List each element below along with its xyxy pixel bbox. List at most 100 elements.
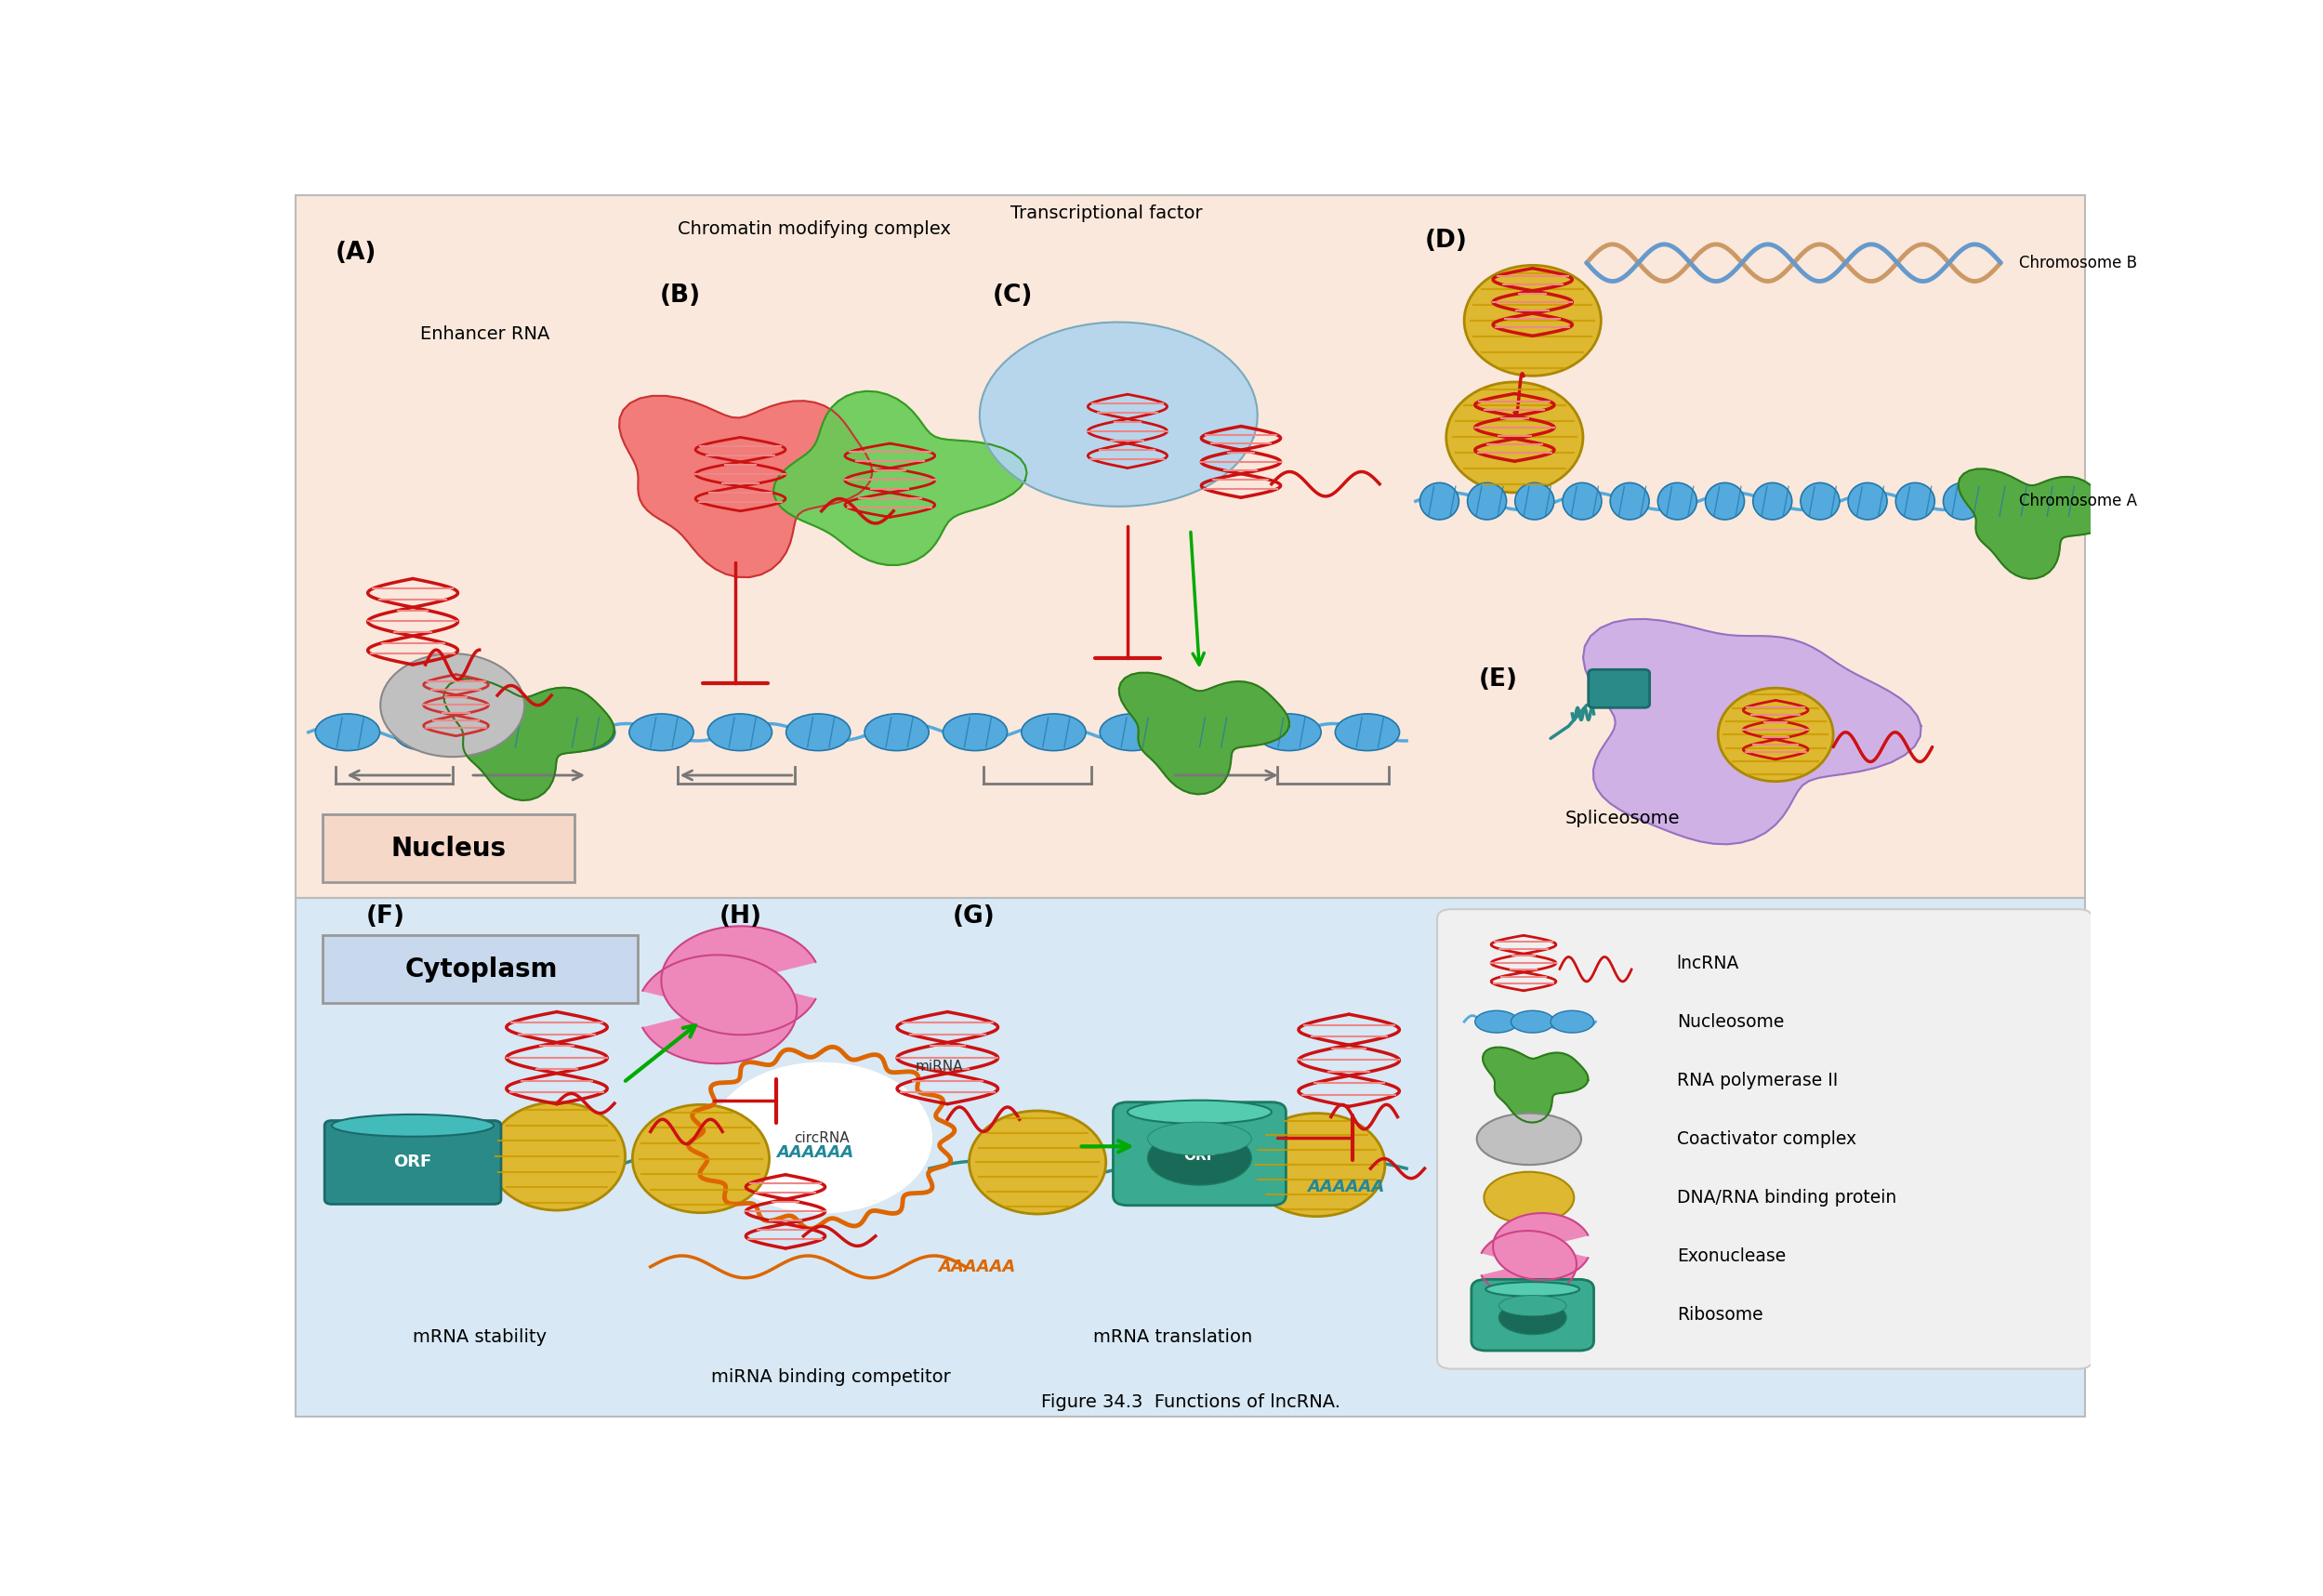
Polygon shape: [1494, 1213, 1589, 1280]
Text: Exonuclease: Exonuclease: [1677, 1248, 1786, 1266]
Text: (H): (H): [718, 905, 762, 929]
Ellipse shape: [2037, 482, 2077, 520]
Text: Nucleosome: Nucleosome: [1677, 1013, 1784, 1031]
Ellipse shape: [969, 1111, 1106, 1215]
Text: Nucleus: Nucleus: [390, 836, 506, 862]
Ellipse shape: [1849, 482, 1886, 520]
Text: miRNA binding competitor: miRNA binding competitor: [711, 1369, 950, 1387]
Polygon shape: [1958, 469, 2112, 579]
Ellipse shape: [1659, 482, 1696, 520]
Ellipse shape: [1148, 1122, 1252, 1156]
FancyBboxPatch shape: [1113, 1103, 1287, 1205]
Text: RNA polymerase II: RNA polymerase II: [1677, 1071, 1837, 1088]
Ellipse shape: [1022, 713, 1085, 750]
Ellipse shape: [316, 713, 379, 750]
Ellipse shape: [1552, 1010, 1594, 1033]
Text: mRNA stability: mRNA stability: [413, 1328, 546, 1345]
Ellipse shape: [1705, 482, 1745, 520]
Text: DNA/RNA binding protein: DNA/RNA binding protein: [1677, 1189, 1896, 1207]
Polygon shape: [1482, 1231, 1577, 1298]
Polygon shape: [444, 678, 613, 800]
Ellipse shape: [785, 713, 850, 750]
Ellipse shape: [709, 713, 771, 750]
Ellipse shape: [1896, 482, 1935, 520]
Polygon shape: [1120, 672, 1289, 795]
Ellipse shape: [632, 1104, 769, 1213]
Ellipse shape: [472, 713, 537, 750]
Text: Chromosome A: Chromosome A: [2019, 493, 2137, 509]
Text: Enhancer RNA: Enhancer RNA: [420, 326, 551, 343]
Ellipse shape: [1754, 482, 1791, 520]
Ellipse shape: [943, 713, 1008, 750]
Text: circRNA: circRNA: [794, 1132, 850, 1144]
Text: Transcriptional factor: Transcriptional factor: [1011, 204, 1203, 222]
Polygon shape: [1582, 619, 1921, 844]
Bar: [295, 195, 2086, 899]
Ellipse shape: [1447, 381, 1582, 493]
FancyBboxPatch shape: [325, 1120, 502, 1203]
Text: lncRNA: lncRNA: [1677, 954, 1740, 972]
Text: Spliceosome: Spliceosome: [1566, 809, 1680, 827]
Text: ORF: ORF: [393, 1154, 432, 1171]
Ellipse shape: [1099, 713, 1164, 750]
Text: miRNA: miRNA: [915, 1060, 964, 1074]
Text: (G): (G): [952, 905, 997, 929]
Text: AAAAAA: AAAAAA: [938, 1259, 1015, 1275]
Text: Chromosome B: Chromosome B: [2019, 254, 2137, 271]
Text: Ribosome: Ribosome: [1677, 1306, 1763, 1323]
Polygon shape: [643, 954, 797, 1063]
Ellipse shape: [1563, 482, 1601, 520]
Ellipse shape: [1475, 1010, 1519, 1033]
FancyBboxPatch shape: [1589, 670, 1649, 707]
Ellipse shape: [1463, 265, 1601, 377]
Ellipse shape: [1610, 482, 1649, 520]
Bar: [323, 814, 574, 883]
Text: Cytoplasm: Cytoplasm: [404, 956, 558, 983]
Ellipse shape: [381, 654, 525, 757]
Ellipse shape: [1257, 713, 1322, 750]
Text: Chromatin modifying complex: Chromatin modifying complex: [678, 220, 950, 238]
Text: (D): (D): [1424, 228, 1468, 252]
Ellipse shape: [1247, 1114, 1385, 1216]
FancyBboxPatch shape: [1470, 1280, 1594, 1350]
Ellipse shape: [1498, 1301, 1566, 1334]
Ellipse shape: [864, 713, 929, 750]
Text: (A): (A): [335, 241, 376, 265]
Text: mRNA translation: mRNA translation: [1092, 1328, 1252, 1345]
Bar: [323, 935, 639, 1002]
Text: AAAAAA: AAAAAA: [1308, 1178, 1385, 1195]
Ellipse shape: [1484, 1171, 1575, 1224]
Ellipse shape: [551, 713, 616, 750]
Ellipse shape: [630, 713, 695, 750]
Ellipse shape: [488, 1103, 625, 1210]
FancyBboxPatch shape: [1438, 910, 2093, 1369]
Ellipse shape: [1148, 1132, 1252, 1186]
Ellipse shape: [1487, 1282, 1580, 1296]
Ellipse shape: [1477, 1114, 1582, 1165]
Ellipse shape: [1336, 713, 1398, 750]
Text: (C): (C): [992, 284, 1034, 308]
Ellipse shape: [1800, 482, 1840, 520]
Polygon shape: [774, 391, 1027, 565]
Ellipse shape: [1515, 482, 1554, 520]
Ellipse shape: [1468, 482, 1505, 520]
Text: (F): (F): [367, 905, 404, 929]
Text: ORF: ORF: [1182, 1149, 1215, 1163]
Text: Coactivator complex: Coactivator complex: [1677, 1130, 1856, 1148]
Polygon shape: [980, 322, 1257, 506]
Ellipse shape: [1991, 482, 2030, 520]
Text: (B): (B): [660, 284, 702, 308]
Ellipse shape: [1719, 688, 1833, 782]
Bar: [295, 899, 2086, 1417]
Ellipse shape: [1127, 1100, 1271, 1124]
Text: AAAAAA: AAAAAA: [776, 1144, 855, 1160]
Ellipse shape: [1498, 1296, 1566, 1317]
Ellipse shape: [1510, 1010, 1554, 1033]
Text: Figure 34.3  Functions of lncRNA.: Figure 34.3 Functions of lncRNA.: [1041, 1393, 1340, 1411]
Polygon shape: [620, 396, 871, 578]
Ellipse shape: [332, 1114, 495, 1136]
Polygon shape: [662, 926, 815, 1034]
Text: (E): (E): [1480, 667, 1517, 691]
Ellipse shape: [1178, 713, 1243, 750]
Ellipse shape: [1944, 482, 1982, 520]
